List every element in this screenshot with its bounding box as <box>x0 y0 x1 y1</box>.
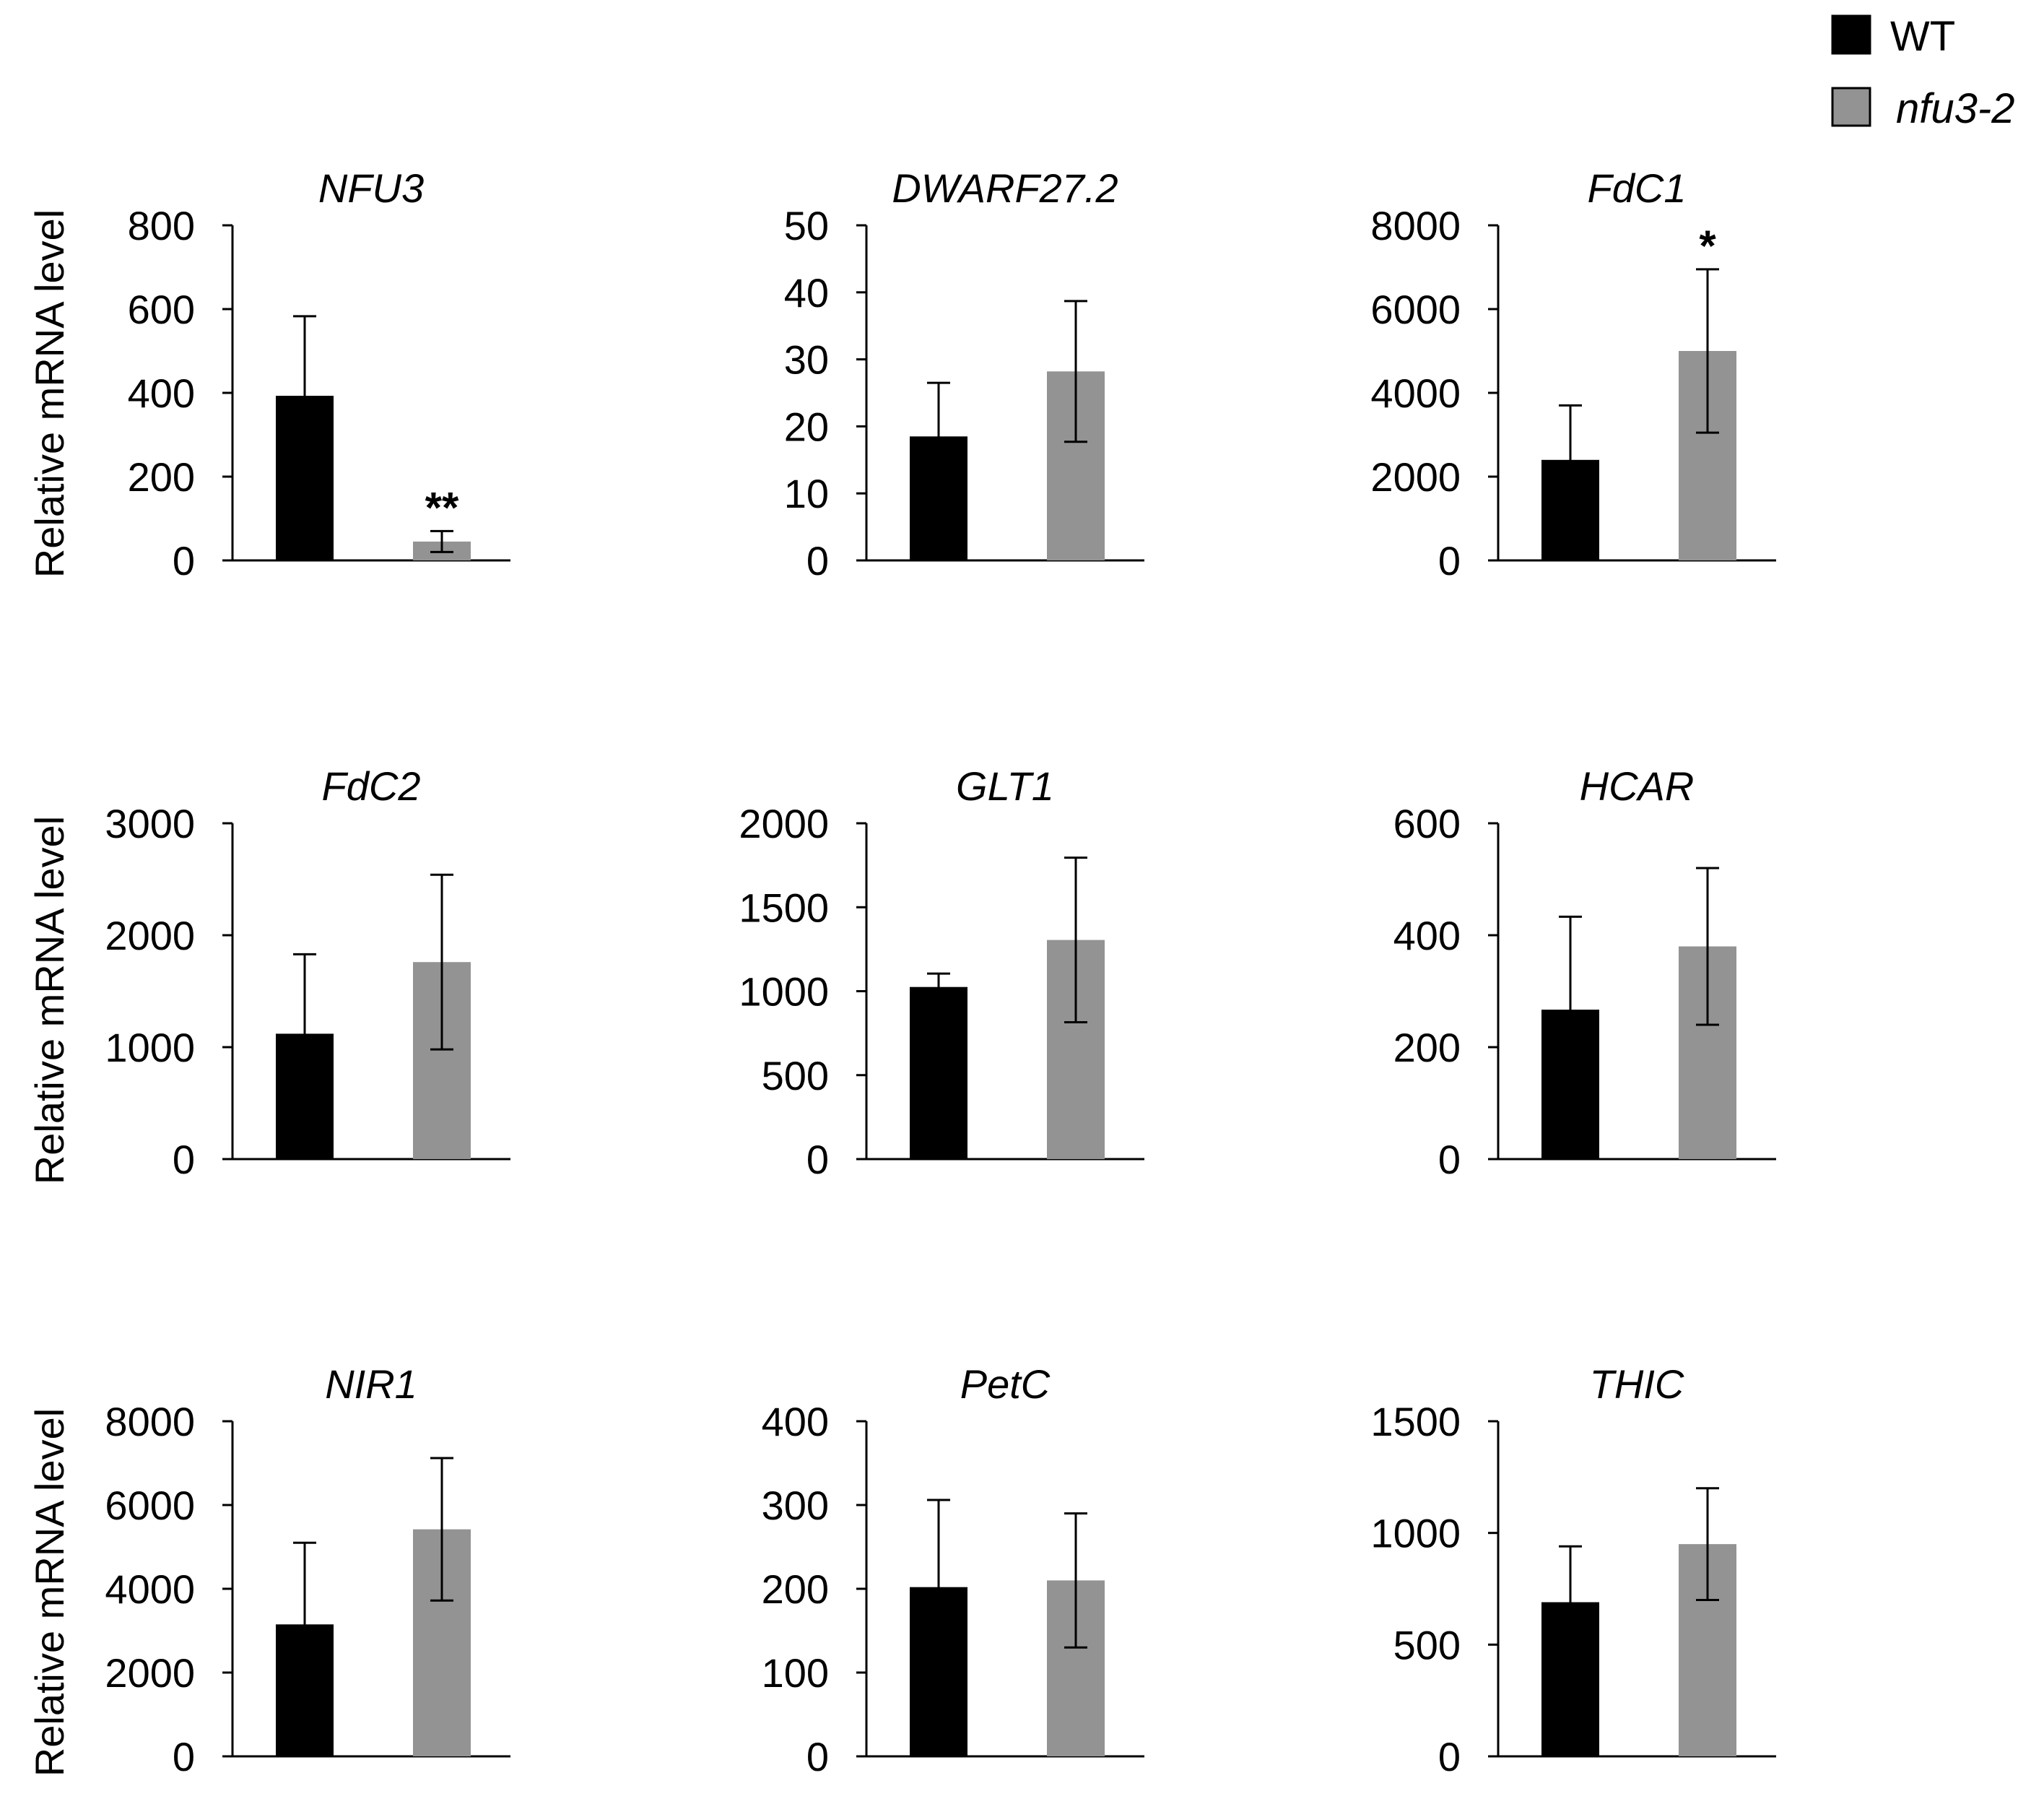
y-tick-label: 600 <box>1393 801 1461 846</box>
chart-title: THIC <box>1590 1361 1684 1407</box>
significance-label: * <box>1699 222 1716 270</box>
y-tick-label: 6000 <box>105 1483 195 1528</box>
y-tick-label: 0 <box>806 1734 829 1779</box>
y-tick-label: 30 <box>784 337 829 383</box>
legend-swatch-wt <box>1831 14 1871 55</box>
y-tick-label: 8000 <box>105 1399 195 1444</box>
y-tick-label: 100 <box>762 1650 829 1696</box>
chart-title: PetC <box>960 1361 1051 1407</box>
y-axis-label-row-3: Relative mRNA level <box>27 1408 72 1777</box>
y-tick-label: 200 <box>762 1566 829 1612</box>
chart-title: HCAR <box>1580 763 1695 809</box>
y-tick-label: 2000 <box>105 913 195 958</box>
y-tick-label: 400 <box>128 370 195 416</box>
y-tick-label: 500 <box>762 1053 829 1098</box>
chart-title: GLT1 <box>956 763 1054 809</box>
panel-fdc1: FdC1 0 2000 4000 6000 8000 * <box>1370 165 1776 584</box>
panel-thic: THIC 0 500 1000 1500 <box>1370 1361 1776 1779</box>
chart-title: NFU3 <box>318 165 424 211</box>
panel-hcar: HCAR 0 200 400 600 <box>1393 763 1776 1182</box>
panel-fdc2: FdC2 0 1000 2000 3000 <box>105 763 510 1182</box>
y-tick-label: 0 <box>806 538 829 584</box>
y-tick-label: 4000 <box>105 1566 195 1612</box>
y-tick-label: 0 <box>1438 538 1461 584</box>
y-tick-label: 0 <box>1438 1137 1461 1182</box>
bar-wt <box>910 986 967 1159</box>
chart-panels: NFU3 0 200 400 600 800 ** DWARF27.2 0 10 20 30 40 50 F… <box>105 165 1776 1779</box>
y-tick-label: 1000 <box>739 969 829 1015</box>
chart-title: FdC1 <box>1588 165 1687 211</box>
y-tick-label: 40 <box>784 270 829 316</box>
y-tick-label: 1500 <box>739 885 829 930</box>
legend-label-nfu3-2: nfu3-2 <box>1896 85 2014 132</box>
y-tick-label: 200 <box>1393 1025 1461 1070</box>
y-tick-label: 6000 <box>1370 287 1461 332</box>
y-tick-label: 1000 <box>105 1025 195 1070</box>
legend: WT nfu3-2 <box>1831 13 2014 132</box>
significance-label: ** <box>425 483 459 532</box>
y-tick-label: 0 <box>1438 1734 1461 1779</box>
y-tick-label: 0 <box>806 1137 829 1182</box>
legend-swatch-nfu3-2 <box>1831 87 1871 127</box>
chart-title: DWARF27.2 <box>892 165 1118 211</box>
legend-label-wt: WT <box>1890 13 1955 60</box>
y-tick-label: 8000 <box>1370 203 1461 248</box>
panel-petc: PetC 0 100 200 300 400 <box>762 1361 1144 1779</box>
panel-nir1: NIR1 0 2000 4000 6000 8000 <box>105 1361 510 1779</box>
y-tick-label: 50 <box>784 203 829 248</box>
y-tick-label: 20 <box>784 404 829 449</box>
y-tick-label: 2000 <box>739 801 829 846</box>
y-tick-label: 400 <box>1393 913 1461 958</box>
y-axis-label-row-1: Relative mRNA level <box>27 209 72 578</box>
y-tick-label: 2000 <box>105 1650 195 1696</box>
chart-title: FdC2 <box>322 763 421 809</box>
y-tick-label: 1500 <box>1370 1399 1461 1444</box>
y-tick-label: 600 <box>128 287 195 332</box>
y-tick-label: 200 <box>128 454 195 500</box>
y-tick-label: 0 <box>173 1137 195 1182</box>
y-tick-label: 400 <box>762 1399 829 1444</box>
y-tick-label: 2000 <box>1370 454 1461 500</box>
y-tick-label: 300 <box>762 1483 829 1528</box>
y-tick-label: 0 <box>173 538 195 584</box>
panel-glt1: GLT1 0 500 1000 1500 2000 <box>739 763 1144 1182</box>
y-tick-label: 10 <box>784 471 829 516</box>
y-tick-label: 1000 <box>1370 1511 1461 1556</box>
y-tick-label: 3000 <box>105 801 195 846</box>
chart-title: NIR1 <box>325 1361 417 1407</box>
y-axis-label-row-2: Relative mRNA level <box>27 816 72 1184</box>
panel-dwarf27-2: DWARF27.2 0 10 20 30 40 50 <box>784 165 1144 584</box>
y-tick-label: 500 <box>1393 1622 1461 1668</box>
y-tick-label: 0 <box>173 1734 195 1779</box>
panel-nfu3: NFU3 0 200 400 600 800 ** <box>128 165 510 584</box>
y-tick-label: 800 <box>128 203 195 248</box>
y-tick-label: 4000 <box>1370 370 1461 416</box>
